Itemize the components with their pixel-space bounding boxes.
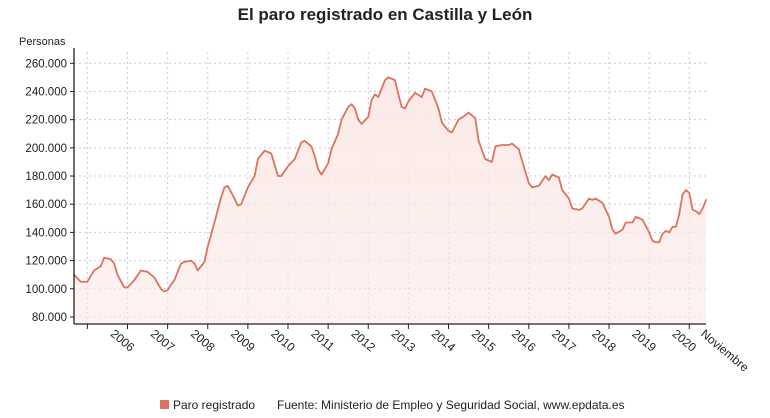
x-tick-label: 2007 xyxy=(148,327,178,355)
series-area xyxy=(73,76,707,325)
x-tick-label: 2018 xyxy=(589,327,619,355)
y-tick-label: 200.000 xyxy=(25,143,67,155)
x-tick-label: 2006 xyxy=(108,327,138,355)
x-tick-label: 2017 xyxy=(549,327,579,355)
x-tick-label: 2020 xyxy=(670,327,700,355)
x-tick-label: 2019 xyxy=(629,327,659,355)
y-tick-label: 180.000 xyxy=(25,171,67,183)
legend: Paro registrado xyxy=(160,398,255,412)
x-tick-label: 2008 xyxy=(188,327,218,355)
y-tick-label: 240.000 xyxy=(25,86,67,98)
x-tick-label: 2014 xyxy=(429,327,459,355)
x-tick-label: 2015 xyxy=(469,327,499,355)
x-tick-label: 2013 xyxy=(389,327,419,355)
y-tick-label: 140.000 xyxy=(25,227,67,239)
series-area-fill xyxy=(74,77,706,325)
legend-swatch xyxy=(160,400,169,409)
footer-source: Fuente: Ministerio de Empleo y Seguridad… xyxy=(277,398,625,412)
series-line xyxy=(73,76,707,293)
x-tick-label: 2011 xyxy=(308,327,337,355)
x-tick-label: 2012 xyxy=(349,327,379,355)
y-tick-label: 260.000 xyxy=(25,58,67,70)
y-tick-label: 220.000 xyxy=(25,115,67,127)
x-tick-label: 2009 xyxy=(228,327,258,355)
y-ticks: 80.000 100.000 120.000 140.000 160.000 180.00… xyxy=(25,58,67,324)
y-tick-label: 100.000 xyxy=(25,284,67,296)
y-axis-label: Personas xyxy=(19,36,66,48)
chart-title: El paro registrado en Castilla y León xyxy=(238,5,533,24)
y-tick-label: 160.000 xyxy=(25,199,67,211)
y-tick-label: 120.000 xyxy=(25,256,67,268)
axes xyxy=(70,48,706,329)
x-tick-label: 2016 xyxy=(509,327,539,355)
x-tick-label: Noviembre xyxy=(698,327,752,375)
x-tick-label: 2010 xyxy=(268,327,298,355)
y-tick-label: 80.000 xyxy=(32,312,67,324)
legend-label: Paro registrado xyxy=(173,398,255,412)
x-ticks: 2006 2007 2008 2009 2010 2011 2012 2013 2014 2015… xyxy=(108,327,752,375)
